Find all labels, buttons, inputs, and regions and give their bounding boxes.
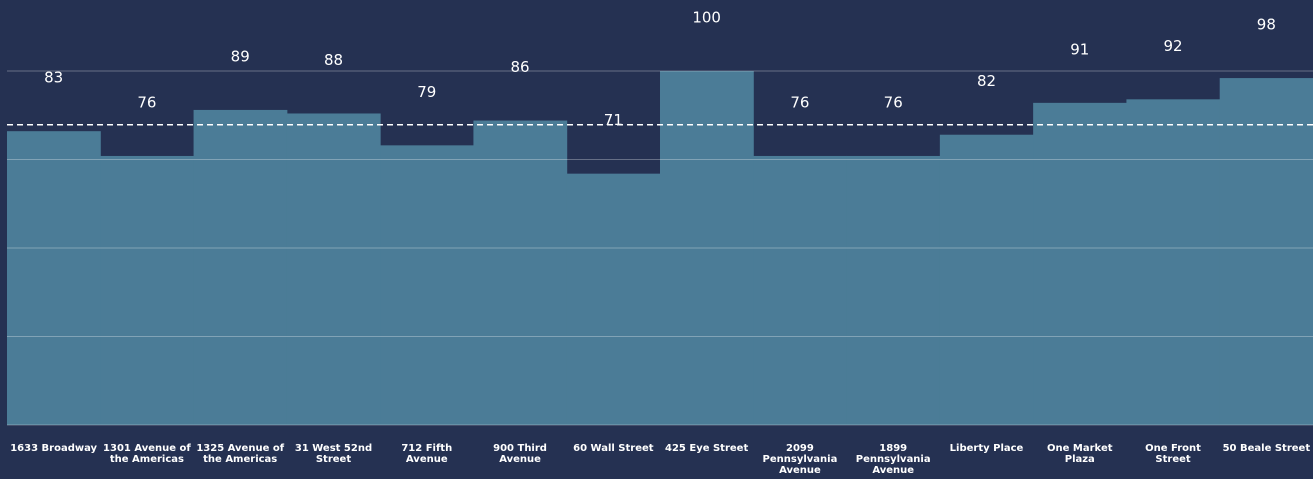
value-label: 92 xyxy=(1164,37,1183,55)
bar xyxy=(939,134,1034,425)
value-label: 76 xyxy=(137,93,156,111)
value-label: 100 xyxy=(692,9,721,27)
bar xyxy=(566,173,661,425)
value-label: 79 xyxy=(417,83,436,101)
x-tick-label: 50 Beale Street xyxy=(1222,443,1311,454)
bar xyxy=(7,131,101,425)
value-label: 71 xyxy=(604,111,623,129)
value-label: 88 xyxy=(324,51,343,69)
x-tick-label: Liberty Place xyxy=(949,443,1024,454)
value-label: 86 xyxy=(511,58,530,76)
bar xyxy=(380,145,474,425)
value-label: 76 xyxy=(884,93,903,111)
x-tick-label: 2099 Pennsylvania Avenue xyxy=(762,443,838,476)
value-label: 89 xyxy=(231,47,250,65)
x-tick-label: 712 Fifth Avenue xyxy=(401,443,453,465)
value-label: 83 xyxy=(44,69,63,87)
x-tick-label: One Market Plaza xyxy=(1047,443,1113,465)
bar xyxy=(1126,99,1221,425)
bar xyxy=(286,113,381,425)
bar xyxy=(660,71,754,425)
value-label: 91 xyxy=(1070,40,1089,58)
x-tick-label: One Front Street xyxy=(1145,443,1201,465)
bar xyxy=(473,120,568,425)
x-tick-label: 31 West 52nd Street xyxy=(294,443,373,465)
x-tick-label: 1325 Avenue of the Americas xyxy=(196,443,285,465)
value-label: 98 xyxy=(1257,16,1276,34)
x-tick-label: 900 Third Avenue xyxy=(493,443,547,465)
x-tick-label: 60 Wall Street xyxy=(573,443,654,454)
bar xyxy=(1033,102,1127,426)
value-label: 82 xyxy=(977,72,996,90)
bar xyxy=(1219,78,1313,425)
value-label: 76 xyxy=(790,93,809,111)
x-tick-label: 1301 Avenue of the Americas xyxy=(103,443,191,465)
x-tick-label: 1899 Pennsylvania Avenue xyxy=(855,443,931,476)
bar xyxy=(846,155,941,425)
bar xyxy=(753,155,848,425)
x-tick-label: 425 Eye Street xyxy=(665,443,749,454)
bar xyxy=(193,109,288,425)
x-tick-label: 1633 Broadway xyxy=(10,443,98,454)
bar xyxy=(100,155,195,425)
